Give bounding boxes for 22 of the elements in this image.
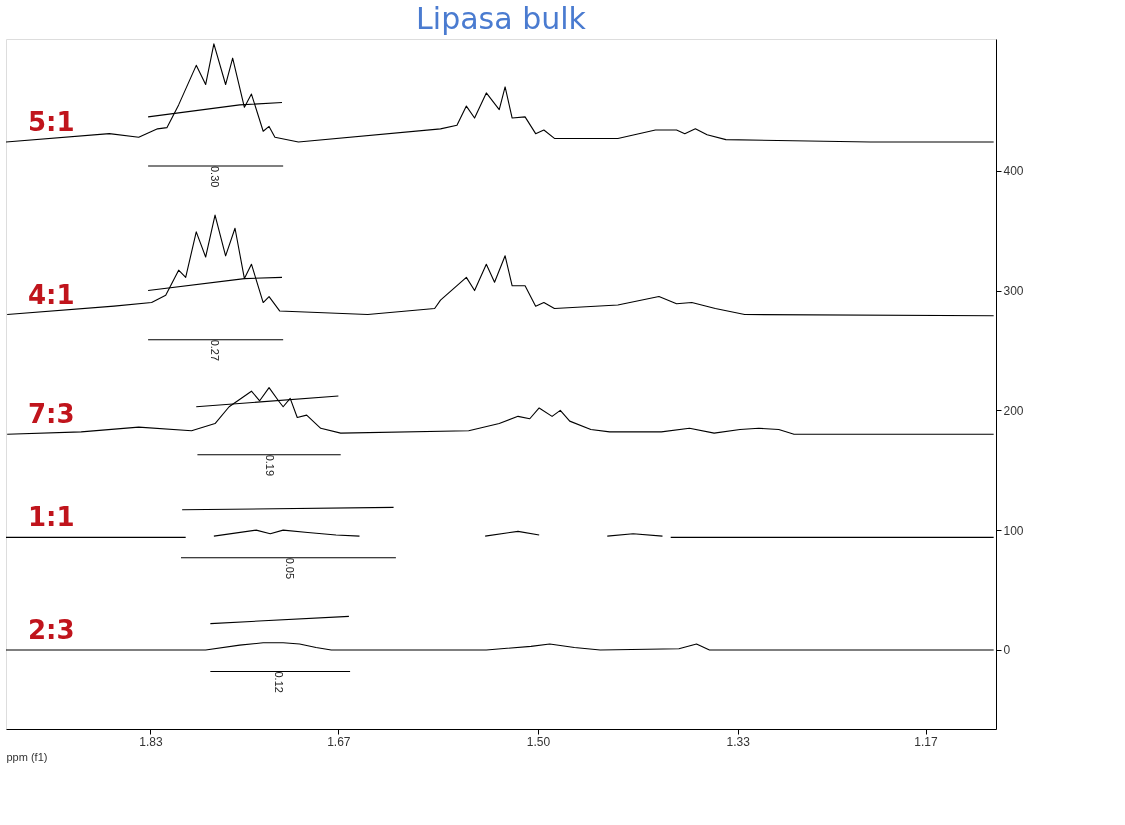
- y-tick-label: 0: [1003, 643, 1011, 658]
- y-tick-label: 300: [1003, 284, 1024, 299]
- series-label: 2:3: [28, 614, 75, 645]
- annotation: 0.05: [284, 557, 297, 580]
- x-tick-label: 1.50: [526, 734, 551, 749]
- annotation: 0.19: [264, 454, 277, 477]
- x-tick-label: 1.33: [726, 734, 751, 749]
- y-tick-label: 400: [1003, 164, 1024, 179]
- chart-title: Lipasa bulk: [416, 1, 587, 36]
- annotation: 0.30: [208, 165, 221, 188]
- x-tick-label: 1.17: [914, 734, 939, 749]
- series-label: 7:3: [28, 399, 75, 430]
- x-axis-title: ppm (f1): [6, 750, 48, 763]
- y-tick-label: 100: [1003, 523, 1024, 538]
- y-tick-label: 200: [1003, 403, 1024, 418]
- series-label: 5:1: [28, 107, 75, 138]
- annotation: 0.27: [208, 339, 221, 362]
- series-label: 1:1: [28, 502, 75, 533]
- series-label: 4:1: [28, 279, 75, 310]
- annotation: 0.12: [273, 671, 286, 693]
- x-tick-label: 1.67: [327, 734, 351, 749]
- x-tick-label: 1.83: [139, 734, 163, 749]
